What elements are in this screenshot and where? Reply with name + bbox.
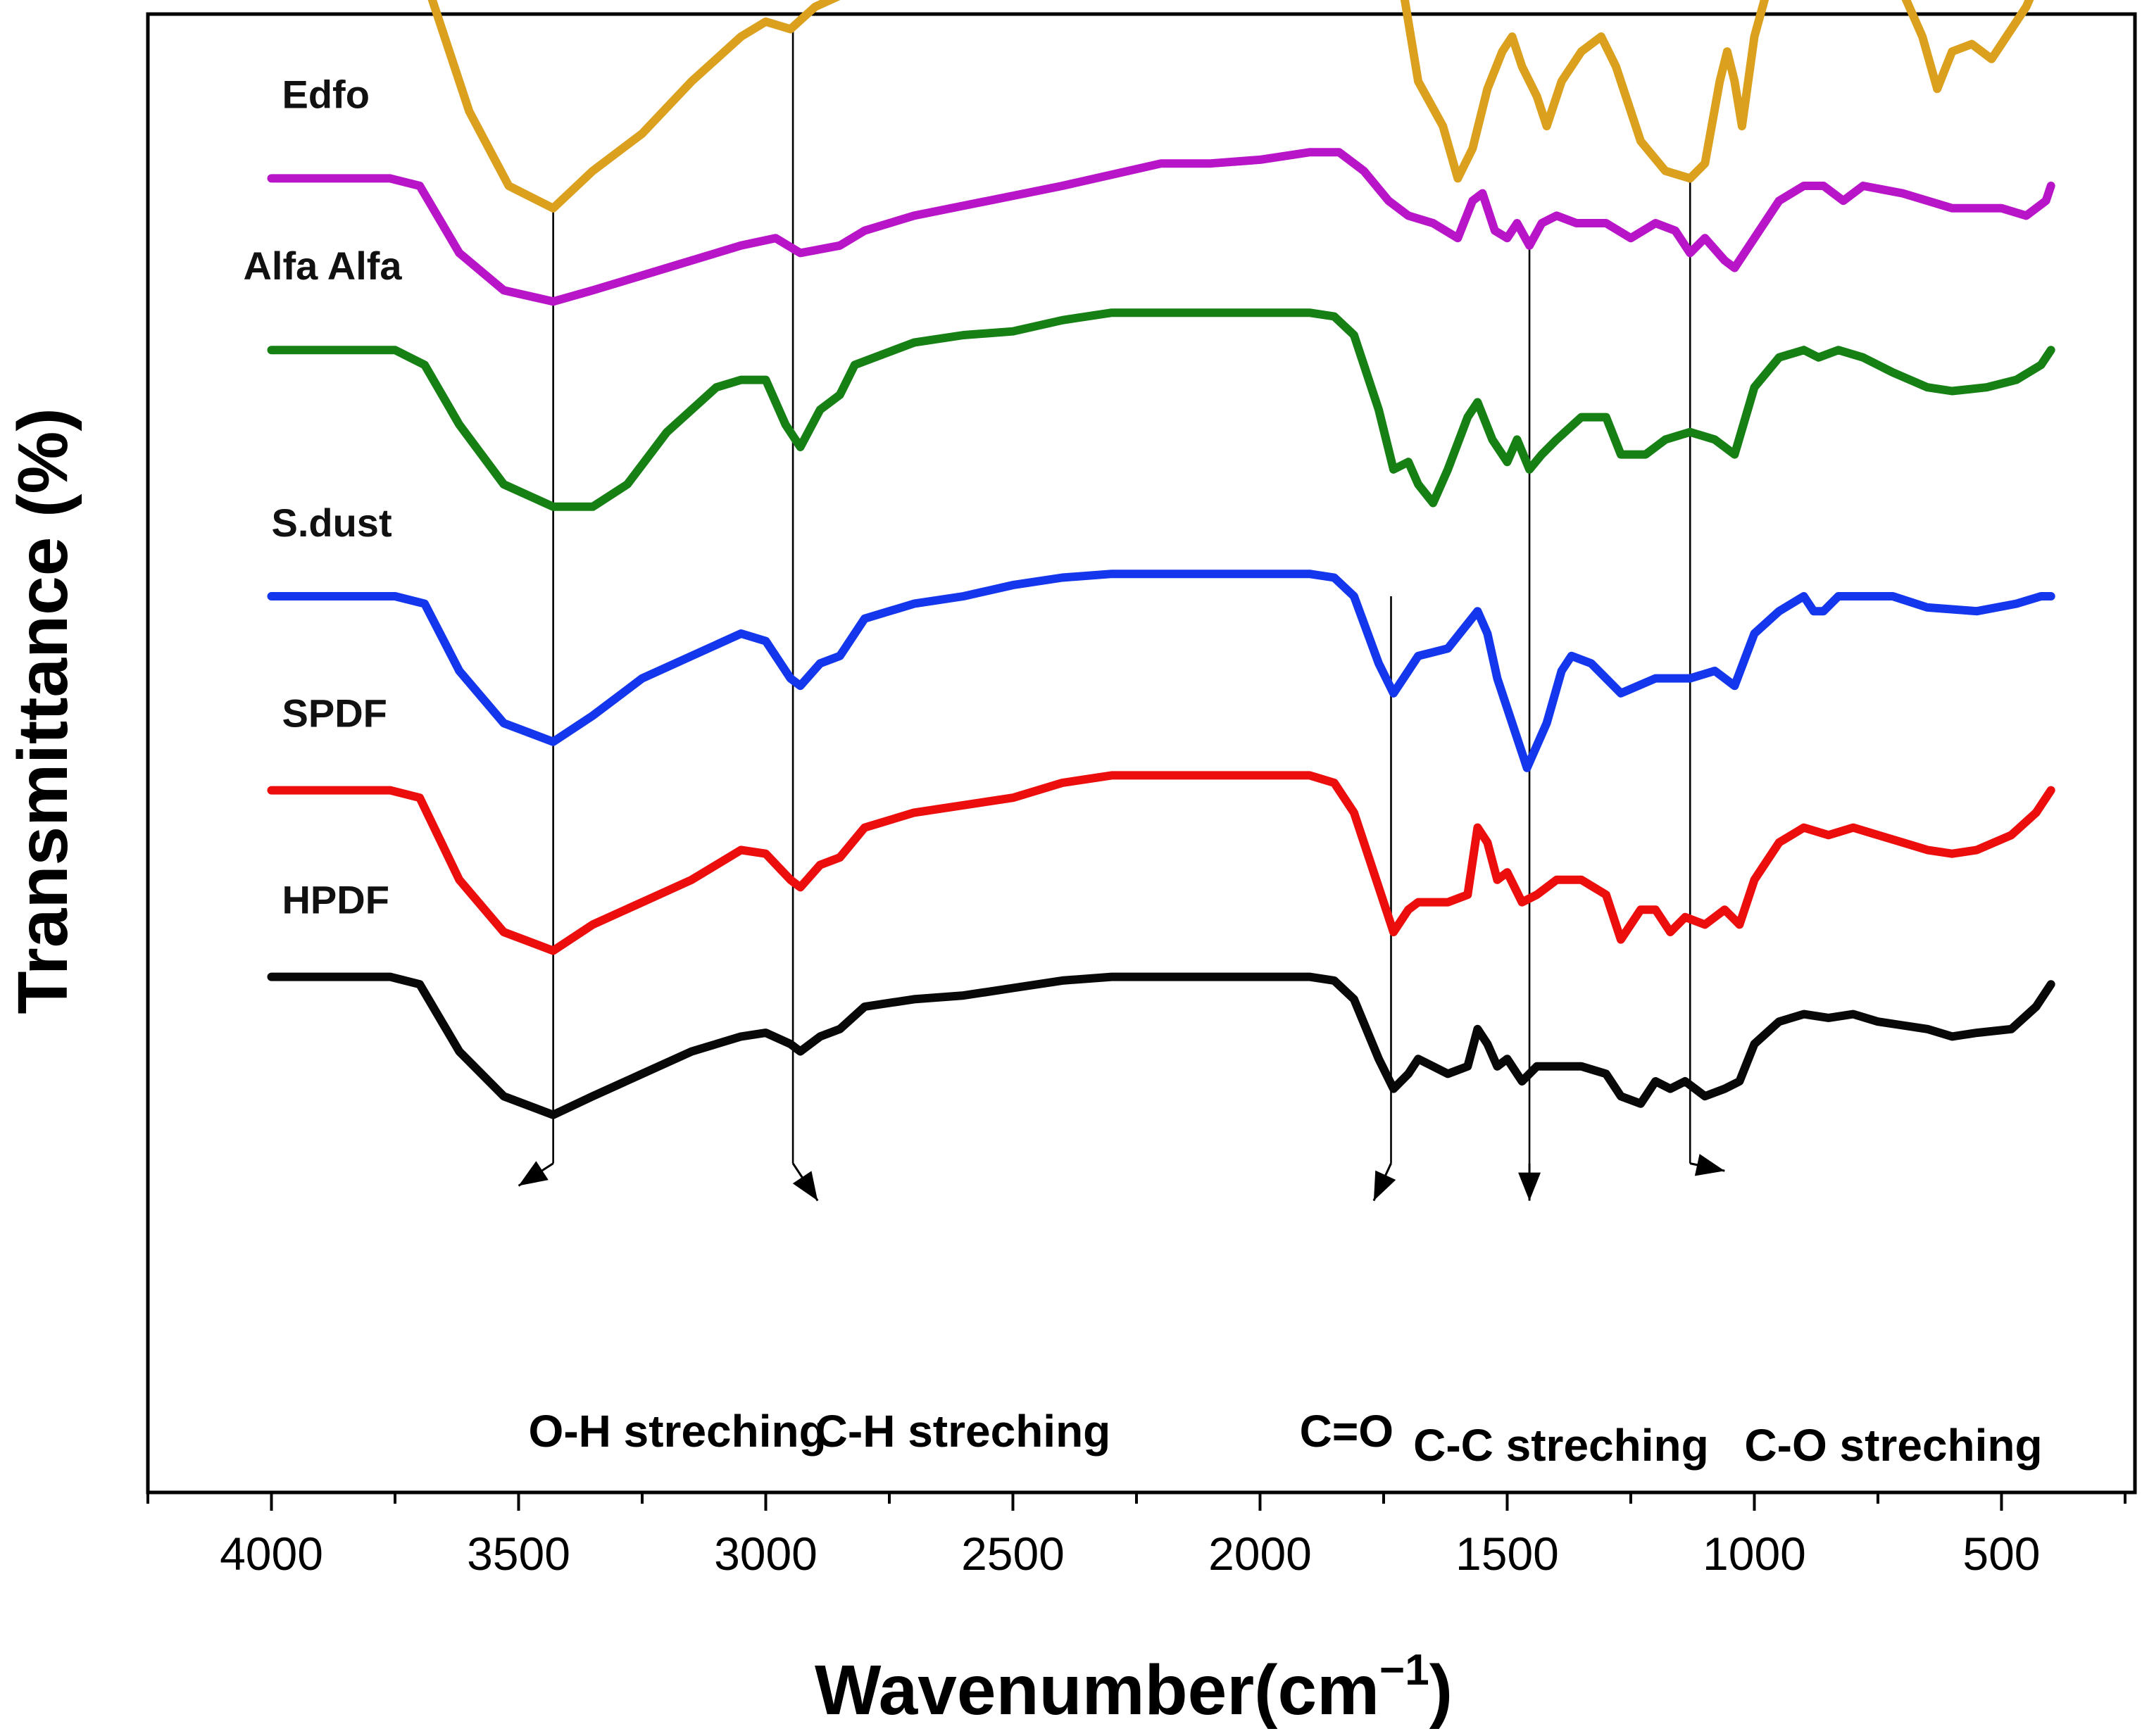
annotation-1-arrow-head <box>792 1171 818 1201</box>
x-tick-label-4000: 4000 <box>220 1528 323 1580</box>
x-tick-label-3000: 3000 <box>714 1528 818 1580</box>
x-tick-label-2500: 2500 <box>961 1528 1065 1580</box>
annotation-2-arrow-head <box>1373 1170 1396 1201</box>
x-axis: 4000 3500 3000 2500 2000 1500 1000 500 <box>146 1492 2127 1580</box>
x-axis-title-close: ) <box>1429 1651 1453 1730</box>
series-line-hpdf <box>267 972 2055 1119</box>
x-tick-label-1500: 1500 <box>1455 1528 1559 1580</box>
x-axis-title: Wavenumber(cm−1) <box>815 1646 1453 1730</box>
y-axis-title: Transmittance (%) <box>4 408 82 1014</box>
series-line-s-dust <box>267 570 2055 772</box>
series-label-spdf: SPDF <box>282 691 387 736</box>
x-tick-label-1000: 1000 <box>1703 1528 1806 1580</box>
marker-lines <box>552 25 1691 1164</box>
annotation-2-label: C=O <box>1300 1406 1393 1457</box>
annotation-3-label: C-C streching <box>1413 1420 1709 1471</box>
spectra <box>267 0 2055 1119</box>
series-line-edfo <box>267 148 2055 306</box>
annotation-4-arrow-head <box>1694 1154 1725 1176</box>
series-line-spdf <box>267 771 2055 955</box>
series-line-alfa-alfa <box>267 308 2055 511</box>
series-label-alfa-alfa: Alfa Alfa <box>243 244 402 288</box>
plot-frame <box>146 12 2137 1495</box>
series-line-commercial <box>427 0 2034 213</box>
annotation-3-arrow-head <box>1518 1172 1541 1201</box>
series-label-edfo: Edfo <box>282 72 369 116</box>
x-axis-title-superscript: −1 <box>1379 1646 1429 1694</box>
annotation-1-label: C-H streching <box>815 1406 1111 1457</box>
annotation-4-label: C-O streching <box>1744 1420 2042 1471</box>
annotation-0-arrow-head <box>518 1161 549 1186</box>
x-tick-label-500: 500 <box>1962 1528 2040 1580</box>
x-tick-label-3500: 3500 <box>467 1528 570 1580</box>
annotation-0-label: O-H streching <box>529 1406 827 1457</box>
x-axis-title-main: Wavenumber(cm <box>815 1651 1379 1730</box>
series-label-hpdf: HPDF <box>282 878 389 922</box>
series-label-s-dust: S.dust <box>271 501 392 545</box>
x-tick-label-2000: 2000 <box>1208 1528 1312 1580</box>
